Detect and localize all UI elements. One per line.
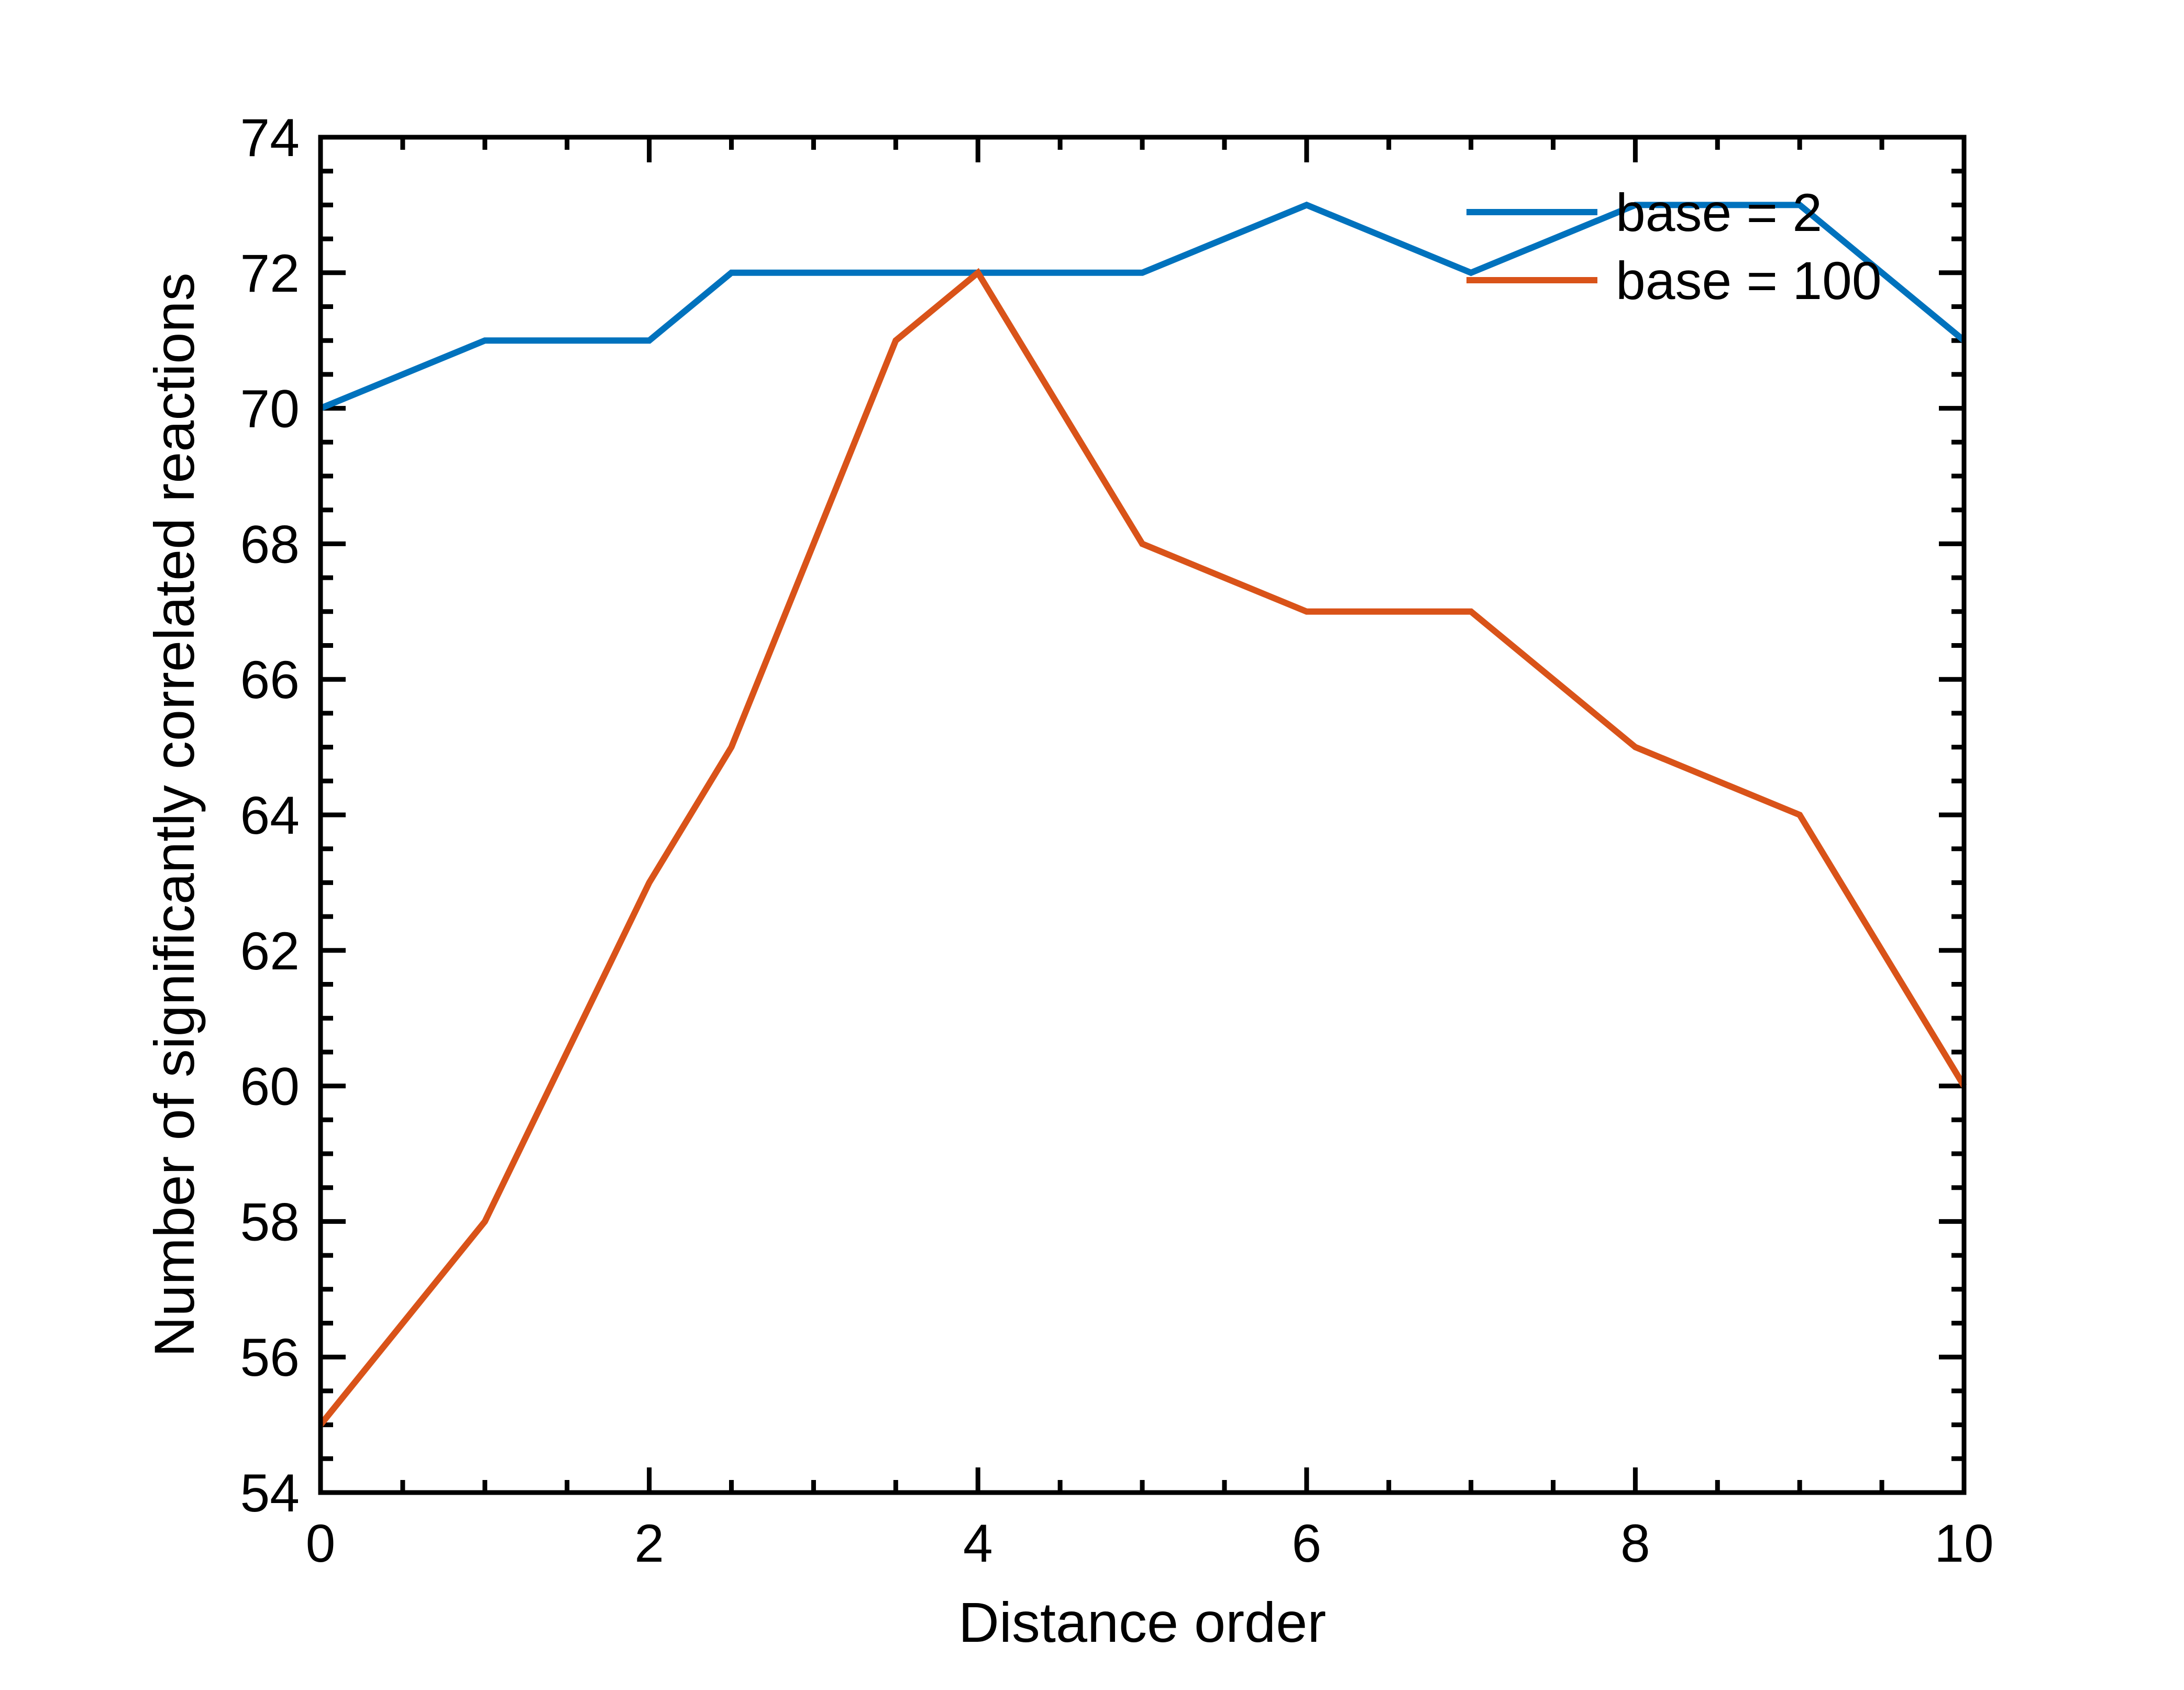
y-tick-label: 56 (240, 1328, 300, 1387)
x-tick-label: 2 (634, 1514, 664, 1573)
x-axis-label: Distance order (958, 1590, 1326, 1654)
y-tick-label: 70 (240, 379, 300, 439)
legend-label-1: base = 2 (1616, 183, 1822, 242)
y-tick-label: 72 (240, 244, 300, 303)
y-tick-label: 64 (240, 786, 300, 845)
x-tick-label: 4 (963, 1514, 993, 1573)
y-axis-label: Number of significantly correlated react… (142, 273, 206, 1357)
y-tick-label: 62 (240, 921, 300, 981)
y-tick-label: 68 (240, 514, 300, 574)
x-tick-label: 10 (1934, 1514, 1993, 1573)
y-tick-label: 74 (240, 108, 300, 168)
x-tick-label: 8 (1620, 1514, 1650, 1573)
y-tick-label: 66 (240, 650, 300, 710)
legend-label-2: base = 100 (1616, 251, 1882, 311)
x-tick-label: 0 (306, 1514, 336, 1573)
y-tick-label: 60 (240, 1057, 300, 1117)
x-tick-label: 6 (1292, 1514, 1321, 1573)
y-tick-label: 54 (240, 1463, 300, 1523)
y-tick-label: 58 (240, 1192, 300, 1252)
